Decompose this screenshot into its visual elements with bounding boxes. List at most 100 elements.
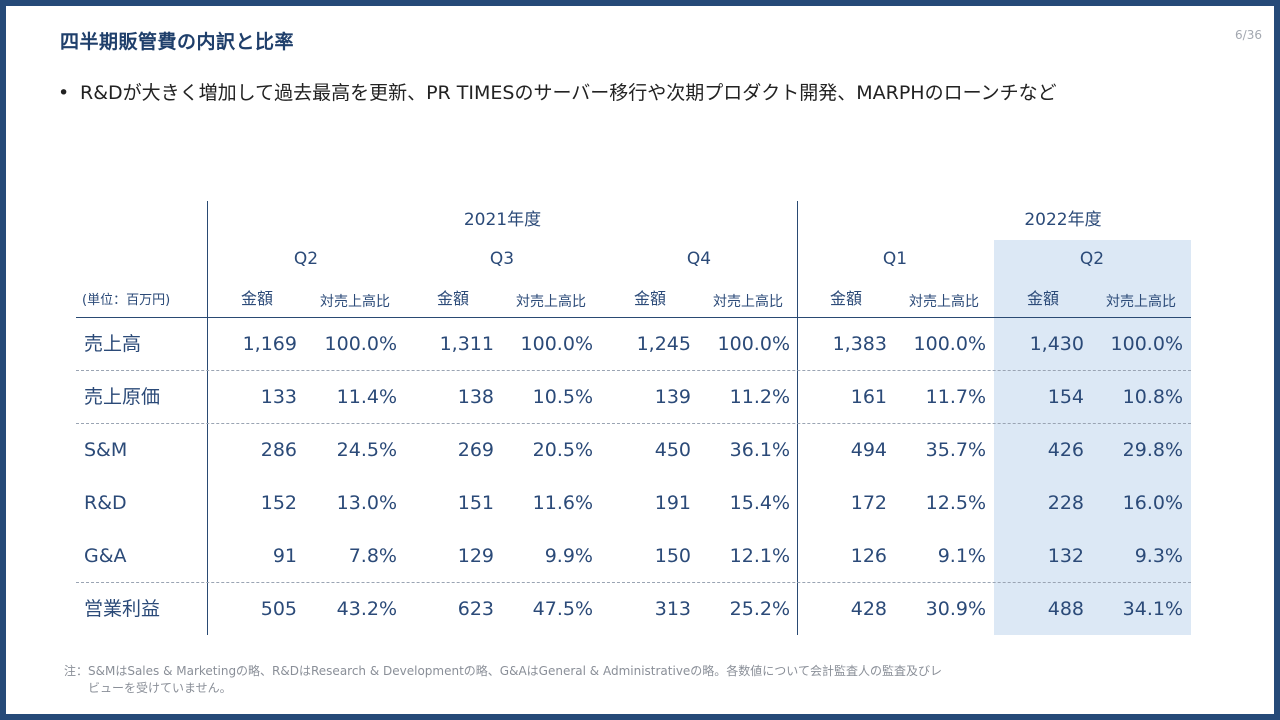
ratio-cell: 20.5%: [532, 439, 593, 461]
row-label: 売上原価: [84, 386, 161, 408]
ratio-cell: 11.4%: [336, 386, 397, 408]
amount-cell: 126: [850, 545, 887, 567]
unit-label: (単位：百万円): [82, 293, 171, 308]
row-label: R&D: [84, 492, 127, 514]
amount-cell: 488: [1047, 598, 1084, 620]
ratio-cell: 9.1%: [937, 545, 986, 567]
amount-cell: 139: [654, 386, 691, 408]
page-title: 四半期販管費の内訳と比率: [60, 31, 295, 53]
amount-cell: 191: [654, 492, 691, 514]
amount-cell: 172: [850, 492, 887, 514]
footnote-line: ビューを受けていません。: [88, 681, 232, 695]
amount-cell: 286: [260, 439, 297, 461]
ratio-cell: 34.1%: [1122, 598, 1183, 620]
ratio-cell: 15.4%: [729, 492, 790, 514]
ratio-cell: 10.5%: [532, 386, 593, 408]
ratio-cell: 36.1%: [729, 439, 790, 461]
ratio-cell: 7.8%: [348, 545, 397, 567]
amount-cell: 1,311: [439, 333, 494, 355]
ratio-cell: 100.0%: [717, 333, 790, 355]
bullet-item: • R&Dが大きく増加して過去最高を更新、PR TIMESのサーバー移行や次期プ…: [58, 80, 1198, 107]
amount-cell: 505: [260, 598, 297, 620]
ratio-cell: 11.2%: [729, 386, 790, 408]
ratio-cell: 100.0%: [520, 333, 593, 355]
amount-cell: 494: [850, 439, 887, 461]
year-header-2022: 2022年度: [1024, 210, 1102, 230]
quarter-header: Q3: [489, 249, 515, 269]
amount-cell: 150: [654, 545, 691, 567]
amount-cell: 154: [1047, 386, 1084, 408]
ratio-cell: 43.2%: [336, 598, 397, 620]
amount-cell: 133: [260, 386, 297, 408]
row-label: 営業利益: [84, 598, 161, 620]
header-rule: [76, 317, 1191, 318]
amount-cell: 138: [457, 386, 494, 408]
amount-cell: 151: [457, 492, 494, 514]
row-label: S&M: [84, 439, 128, 461]
row-divider: [76, 582, 1191, 583]
ratio-cell: 11.6%: [532, 492, 593, 514]
amount-header: 金額: [240, 289, 273, 308]
page-number: 6/36: [1235, 28, 1262, 42]
ratio-cell: 25.2%: [729, 598, 790, 620]
amount-header: 金額: [633, 289, 666, 308]
ratio-cell: 100.0%: [324, 333, 397, 355]
amount-header: 金額: [1026, 289, 1059, 308]
ratio-cell: 29.8%: [1122, 439, 1183, 461]
amount-cell: 313: [654, 598, 691, 620]
bullet-icon: •: [58, 82, 70, 104]
footnote: 注：S&MはSales & Marketingの略、R&DはResearch &…: [64, 663, 1184, 697]
ratio-cell: 24.5%: [336, 439, 397, 461]
ratio-cell: 9.3%: [1134, 545, 1183, 567]
quarter-header: Q1: [882, 249, 908, 269]
ratio-header: 対売上高比: [713, 294, 783, 310]
amount-cell: 129: [457, 545, 494, 567]
amount-cell: 450: [654, 439, 691, 461]
amount-cell: 1,430: [1029, 333, 1084, 355]
quarter-header: Q4: [686, 249, 712, 269]
amount-cell: 1,383: [832, 333, 887, 355]
quarter-header: Q2: [293, 249, 319, 269]
ratio-cell: 10.8%: [1122, 386, 1183, 408]
ratio-cell: 13.0%: [336, 492, 397, 514]
amount-cell: 623: [457, 598, 494, 620]
amount-header: 金額: [436, 289, 469, 308]
amount-cell: 132: [1047, 545, 1084, 567]
ratio-header: 対売上高比: [516, 294, 586, 310]
ratio-cell: 30.9%: [925, 598, 986, 620]
row-divider: [76, 370, 1191, 371]
ratio-cell: 12.1%: [729, 545, 790, 567]
ratio-header: 対売上高比: [909, 294, 979, 310]
amount-cell: 1,245: [636, 333, 691, 355]
amount-cell: 1,169: [242, 333, 297, 355]
amount-cell: 161: [850, 386, 887, 408]
amount-cell: 228: [1047, 492, 1084, 514]
amount-cell: 426: [1047, 439, 1084, 461]
bullet-text: R&Dが大きく増加して過去最高を更新、PR TIMESのサーバー移行や次期プロダ…: [80, 82, 1057, 104]
ratio-cell: 11.7%: [925, 386, 986, 408]
amount-cell: 269: [457, 439, 494, 461]
row-label: 売上高: [84, 333, 142, 355]
ratio-cell: 12.5%: [925, 492, 986, 514]
year-header-2021: 2021年度: [463, 210, 542, 230]
divider-label-column: [207, 201, 208, 635]
amount-cell: 91: [272, 545, 297, 567]
ratio-header: 対売上高比: [1106, 294, 1176, 310]
ratio-cell: 9.9%: [544, 545, 593, 567]
footnote-line: 注：S&MはSales & Marketingの略、R&DはResearch &…: [64, 664, 942, 678]
ratio-cell: 100.0%: [913, 333, 986, 355]
amount-header: 金額: [829, 289, 862, 308]
row-label: G&A: [84, 545, 127, 567]
ratio-cell: 47.5%: [532, 598, 593, 620]
row-divider: [76, 423, 1191, 424]
ratio-cell: 35.7%: [925, 439, 986, 461]
divider-fiscal-year: [797, 201, 798, 635]
ratio-cell: 16.0%: [1122, 492, 1183, 514]
quarter-header: Q2: [1079, 249, 1105, 269]
amount-cell: 428: [850, 598, 887, 620]
ratio-cell: 100.0%: [1110, 333, 1183, 355]
ratio-header: 対売上高比: [320, 294, 390, 310]
highlight-column: [994, 240, 1191, 635]
amount-cell: 152: [260, 492, 297, 514]
